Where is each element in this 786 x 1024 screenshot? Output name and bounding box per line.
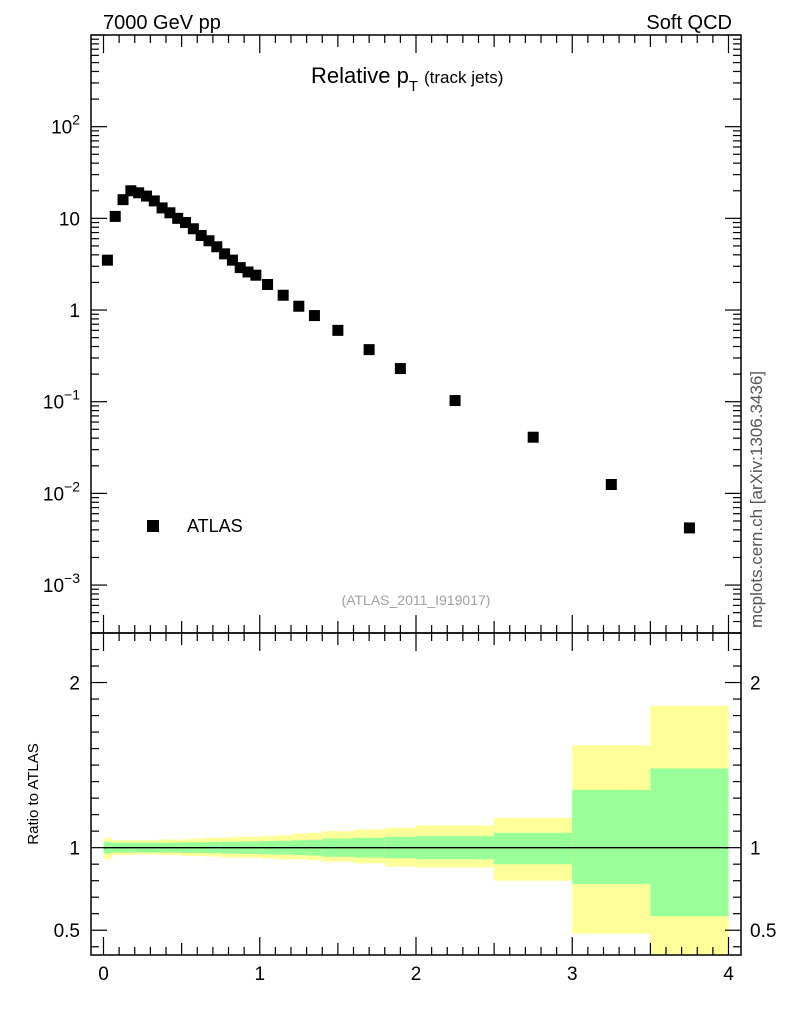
y-tick-label-base: 10 (43, 393, 64, 414)
x-tick-label: 3 (567, 964, 578, 985)
y-tick-label-exp: −2 (64, 478, 80, 494)
data-point (164, 207, 176, 219)
y-tick-label: 10−2 (43, 478, 80, 505)
data-point (140, 190, 152, 202)
stat-band-bin (650, 768, 729, 917)
data-point (148, 195, 160, 207)
x-tick-label: 1 (254, 964, 265, 985)
data-point (219, 248, 231, 260)
y-tick-label-exp: 2 (72, 112, 80, 128)
legend-label: ATLAS (187, 516, 243, 536)
data-point (203, 235, 215, 247)
data-points (101, 185, 695, 534)
data-point (180, 217, 192, 229)
y-tick-label-exp: −1 (64, 387, 80, 403)
data-point (277, 289, 289, 301)
y-tick-label-base: 10 (59, 209, 80, 230)
data-point (226, 254, 238, 266)
ratio-y-tick-label-right: 2 (750, 674, 761, 695)
chart-title-suffix: (track jets) (424, 68, 503, 87)
ratio-axes: 0.5 0.5 1 1 2 2 0 1 2 3 4 (54, 632, 776, 985)
chart-title: Relative pT (track jets) (311, 63, 503, 95)
chart-title-sub: T (409, 78, 418, 95)
data-point (125, 185, 137, 197)
ratio-y-tick-label-left: 0.5 (54, 921, 80, 942)
data-point (332, 324, 344, 336)
ratio-y-tick-label-left: 2 (69, 674, 80, 695)
main-frame (90, 34, 742, 634)
data-point (449, 395, 461, 407)
data-point (211, 241, 223, 253)
data-point (234, 262, 246, 274)
x-tick-label: 0 (98, 964, 109, 985)
y-tick-label: 10−1 (43, 387, 80, 414)
stat-band-bin (494, 832, 573, 865)
legend-marker (147, 520, 159, 532)
x-tick-label: 2 (411, 964, 422, 985)
data-point (117, 194, 129, 206)
y-tick-label: 10−3 (43, 570, 80, 597)
y-tick-label-base: 1 (69, 301, 80, 322)
data-point (156, 202, 168, 214)
data-point (262, 278, 274, 290)
y-tick-label: 1 (69, 301, 80, 322)
data-point (109, 210, 121, 222)
y-tick-label-base: 10 (43, 576, 64, 597)
data-point (242, 266, 254, 278)
y-tick-label-base: 10 (43, 484, 64, 505)
y-tick-label: 10 (59, 209, 80, 230)
stat-band-bin (572, 789, 651, 884)
data-point (195, 230, 207, 242)
ratio-bands (103, 705, 729, 955)
data-point (172, 212, 184, 224)
data-point (308, 310, 320, 322)
data-point (683, 522, 695, 534)
data-point (187, 223, 199, 235)
category-label: Soft QCD (646, 12, 732, 34)
ratio-y-tick-label-right: 1 (750, 839, 761, 860)
data-point (133, 187, 145, 199)
chart-title-main: Relative p (311, 63, 409, 88)
source-label: mcplots.cern.ch [arXiv:1306.3436] (747, 371, 766, 628)
ratio-y-tick-label-right: 0.5 (750, 921, 776, 942)
data-point (527, 431, 539, 443)
data-point (394, 363, 406, 375)
ratio-ylabel: Ratio to ATLAS (25, 743, 42, 844)
data-point (363, 344, 375, 356)
y-tick-label-base: 10 (51, 118, 72, 139)
ratio-y-tick-label-left: 1 (69, 839, 80, 860)
energy-label: 7000 GeV pp (103, 12, 221, 34)
data-point (101, 254, 113, 266)
y-tick-label-exp: −3 (64, 570, 80, 586)
analysis-id: (ATLAS_2011_I919017) (342, 592, 491, 608)
data-point (605, 479, 617, 491)
x-tick-label: 4 (723, 964, 734, 985)
data-point (293, 300, 305, 312)
y-tick-label: 102 (51, 112, 80, 139)
data-point (250, 269, 262, 281)
